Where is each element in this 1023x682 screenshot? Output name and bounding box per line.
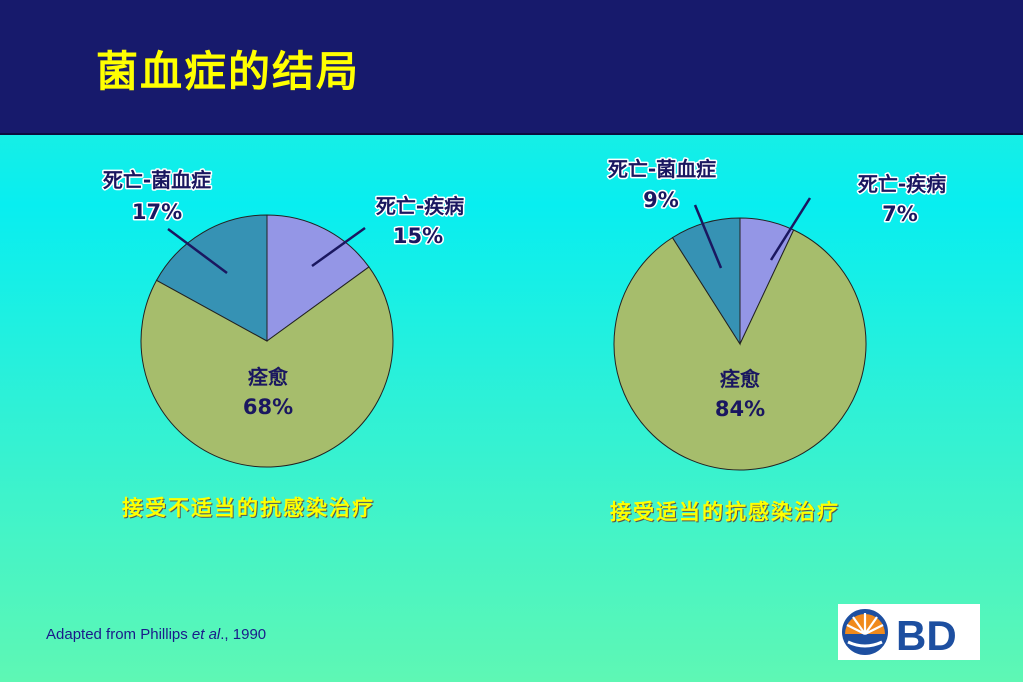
source-note: Adapted from Phillips et al., 1990 [46,626,266,643]
header-bar: 菌血症的结局 [0,0,1023,135]
chart1-slice-3 [155,214,268,342]
bd-logo: BD [838,604,980,660]
chart2-slice-label-2: 痊愈 [720,367,761,391]
source-prefix: Adapted from Phillips [46,626,192,643]
chart2-slice-value-1: 7% [882,202,918,226]
chart2-leader-line-3 [693,204,723,269]
chart2-slice-3 [671,217,741,346]
chart2-leader-line-1 [769,197,812,261]
chart2-caption: 接受适当的抗感染治疗 [610,499,840,524]
chart1-leader-line-3 [167,227,228,275]
chart1-slice-value-1: 15% [393,224,443,248]
chart2-slice-label-3: 死亡-菌血症 [608,157,716,181]
chart1-slice-label-3: 死亡-菌血症 [103,168,211,192]
chart1-caption: 接受不适当的抗感染治疗 [122,495,375,520]
source-italic: et al [191,626,221,643]
page-title: 菌血症的结局 [96,47,361,96]
chart1-slice-2 [140,266,394,468]
chart1-slice-label-2: 痊愈 [248,365,289,389]
chart1-slice-value-2: 68% [243,395,293,419]
chart2-slice-value-3: 9% [643,188,679,212]
chart2-slice-value-2: 84% [715,397,765,421]
source-suffix: ., 1990 [220,626,267,643]
bd-logo-graphic: BD [842,609,957,659]
chart1-slice-1 [266,214,370,342]
chart1-slice-label-1: 死亡-疾病 [376,194,464,218]
chart1-slice-value-3: 17% [132,200,182,224]
chart2-slice-label-1: 死亡-疾病 [858,172,946,196]
chart2-slice-2 [613,229,867,471]
logo-text: BD [896,612,957,659]
chart1-leader-line-1 [311,226,366,268]
logo-emblem-rays [846,613,884,635]
